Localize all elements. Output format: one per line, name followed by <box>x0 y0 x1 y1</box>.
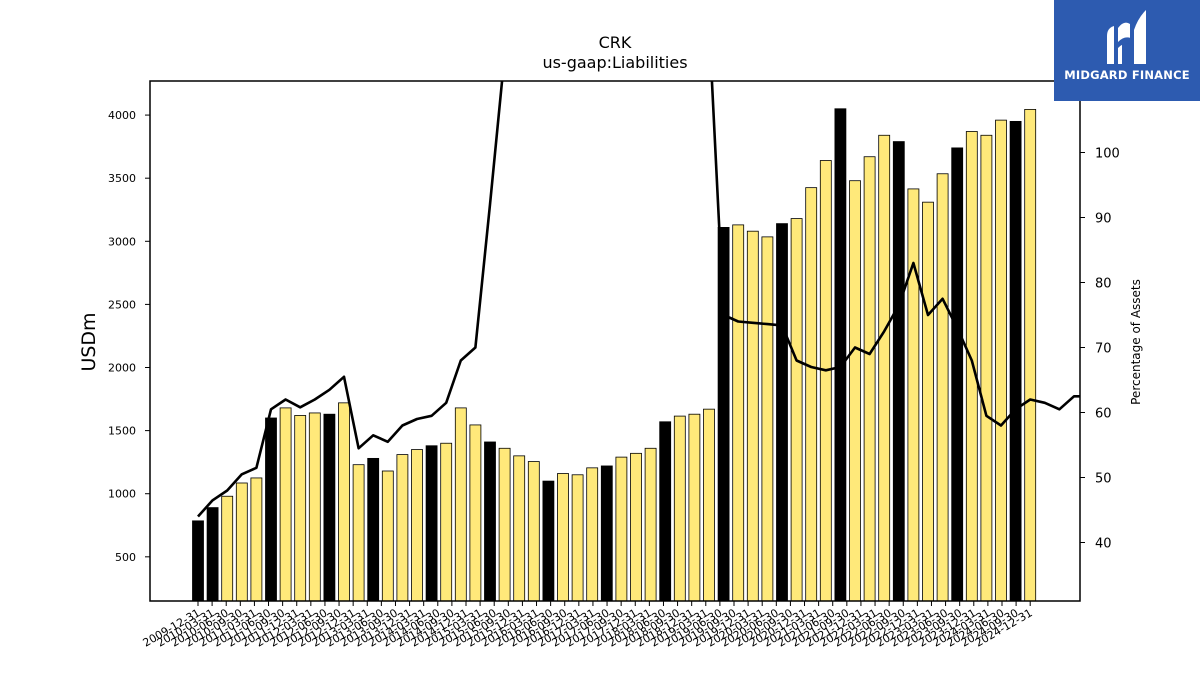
bar <box>192 520 204 602</box>
bar <box>805 187 818 602</box>
bar <box>644 447 657 602</box>
y-tick-label: 2500 <box>108 298 136 311</box>
bar <box>586 467 599 602</box>
bar <box>396 454 409 602</box>
bar <box>776 223 788 602</box>
y-axis-label: USDm <box>78 312 100 371</box>
bar <box>863 156 876 602</box>
bar <box>615 456 628 602</box>
logo-mark-icon <box>1107 10 1146 65</box>
bar <box>454 407 467 602</box>
bar <box>746 230 759 602</box>
bar <box>265 417 277 602</box>
bar <box>542 480 555 602</box>
bar <box>878 134 891 602</box>
plot-frame <box>149 80 1081 602</box>
bar <box>790 218 803 602</box>
bar <box>717 227 730 602</box>
y-tick-label: 3500 <box>108 172 136 185</box>
right-y-axis: 40 50 60 70 80 90 100 <box>1080 147 1120 552</box>
chart-title: CRK <box>599 33 632 52</box>
bar <box>892 141 905 602</box>
bar <box>600 465 613 602</box>
brand-logo: MIDGARD FINANCE <box>1054 0 1200 101</box>
bar <box>732 224 745 602</box>
bar <box>411 449 423 602</box>
y-tick-label: 4000 <box>108 109 136 122</box>
left-y-axis: 500 1000 1500 2000 2500 3000 3500 4000 <box>108 109 150 564</box>
line-series <box>197 81 1080 518</box>
logo-text: MIDGARD FINANCE <box>1064 68 1190 82</box>
y-tick-label: 2000 <box>108 362 136 375</box>
bar <box>440 442 453 602</box>
bar <box>206 507 219 602</box>
y2-tick-label: 40 <box>1095 537 1112 552</box>
bar <box>484 441 496 602</box>
y2-tick-label: 80 <box>1095 277 1112 292</box>
bar <box>308 412 321 602</box>
bar <box>425 445 438 602</box>
bar <box>688 413 701 602</box>
bar-series <box>192 108 1037 602</box>
bar <box>235 482 248 602</box>
bar <box>571 474 584 602</box>
bar <box>630 452 642 602</box>
bar <box>557 473 569 602</box>
y2-axis-label: Percentage of Assets <box>1129 279 1143 405</box>
bar <box>922 201 934 602</box>
bar <box>323 413 336 602</box>
bar <box>980 134 993 602</box>
bar <box>469 424 482 602</box>
bar <box>250 477 263 602</box>
bar <box>279 407 292 602</box>
y2-tick-label: 60 <box>1095 407 1112 422</box>
bar <box>527 461 540 602</box>
bar <box>1024 108 1037 602</box>
bar <box>995 119 1007 602</box>
bar <box>1009 120 1022 602</box>
bar <box>498 447 511 602</box>
bar <box>381 470 394 602</box>
y-tick-label: 500 <box>115 551 136 564</box>
bar <box>221 495 234 602</box>
bar <box>761 236 774 602</box>
y2-tick-label: 90 <box>1095 212 1112 227</box>
bar <box>513 455 526 602</box>
bar <box>951 147 964 602</box>
bar <box>819 160 832 602</box>
bar <box>965 131 978 602</box>
chart-subtitle: us-gaap:Liabilities <box>542 53 687 72</box>
bar <box>338 402 350 602</box>
y-tick-label: 1000 <box>108 488 136 501</box>
bar <box>659 421 672 602</box>
bar <box>703 408 715 602</box>
bar <box>294 415 307 602</box>
x-axis: 2009-12-312010-03-312010-06-302010-09-30… <box>141 601 1035 650</box>
bar <box>367 457 380 602</box>
bar <box>352 464 365 602</box>
bar <box>907 188 920 602</box>
bar <box>834 108 847 602</box>
percentage-line <box>197 81 1080 518</box>
y-tick-label: 3000 <box>108 235 136 248</box>
y2-tick-label: 70 <box>1095 342 1112 357</box>
bar <box>936 173 949 602</box>
bar <box>849 180 861 602</box>
y2-tick-label: 50 <box>1095 472 1112 487</box>
bar <box>673 415 686 602</box>
y2-tick-label: 100 <box>1095 147 1120 162</box>
y-tick-label: 1500 <box>108 425 136 438</box>
